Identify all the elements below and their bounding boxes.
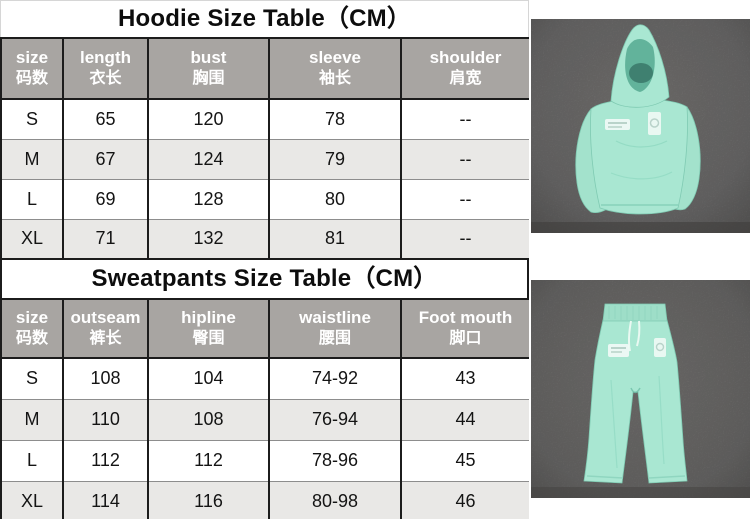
table-cell: 108 (147, 398, 270, 440)
table-cell: -- (400, 138, 531, 179)
table-cell: S (0, 98, 64, 139)
header-waistline: waistline 腰围 (268, 298, 402, 359)
table-cell: -- (400, 178, 531, 219)
table-cell: 44 (400, 398, 531, 440)
table-cell: 78-96 (268, 439, 402, 481)
header-outseam: outseam 裤长 (62, 298, 149, 359)
header-foot-mouth: Foot mouth 脚口 (400, 298, 531, 359)
hoodie-header-row: size 码数 length 衣长 bust 胸围 sleeve 袖长 shoulder… (0, 37, 531, 100)
table-cell: 79 (268, 138, 402, 179)
sweatpants-table-title: Sweatpants Size Table（CM） (0, 260, 529, 298)
header-foot-mouth-zh: 脚口 (449, 330, 482, 347)
table-cell: 112 (62, 439, 149, 481)
header-length-en: length (80, 48, 131, 67)
table-cell: 116 (147, 480, 270, 519)
hoodie-row-l: L 69 128 80 -- (0, 178, 531, 219)
header-size: size 码数 (0, 37, 64, 100)
table-cell: 76-94 (268, 398, 402, 440)
header-bust: bust 胸围 (147, 37, 270, 100)
header-shoulder: shoulder 肩宽 (400, 37, 531, 100)
table-cell: 67 (62, 138, 149, 179)
table-cell: 46 (400, 480, 531, 519)
header-size-en: size (15, 308, 49, 327)
table-cell: 43 (400, 357, 531, 399)
header-bust-zh: 胸围 (192, 70, 225, 87)
hoodie-size-table: size 码数 length 衣长 bust 胸围 sleeve 袖长 shoulder… (0, 37, 531, 260)
table-cell: 78 (268, 98, 402, 139)
table-cell: 112 (147, 439, 270, 481)
header-shoulder-zh: 肩宽 (449, 70, 482, 87)
sweatpants-header-row: size 码数 outseam 裤长 hipline 臀围 waistline 腰围 F… (0, 298, 531, 359)
table-cell: 104 (147, 357, 270, 399)
sweatpants-size-table: size 码数 outseam 裤长 hipline 臀围 waistline 腰围 F… (0, 298, 531, 519)
header-length-zh: 衣长 (89, 70, 122, 87)
table-cell: 69 (62, 178, 149, 219)
table-cell: L (0, 178, 64, 219)
table-cell: L (0, 439, 64, 481)
sweatpants-row-l: L 112 112 78-96 45 (0, 439, 531, 481)
header-bust-en: bust (190, 48, 227, 67)
sweatpants-product-photo (531, 280, 750, 498)
header-foot-mouth-en: Foot mouth (418, 308, 513, 327)
table-cell: 80 (268, 178, 402, 219)
table-cell: 71 (62, 218, 149, 259)
header-sleeve-en: sleeve (309, 48, 361, 67)
table-cell: 128 (147, 178, 270, 219)
table-cell: 74-92 (268, 357, 402, 399)
header-size-zh: 码数 (15, 70, 48, 87)
hoodie-row-m: M 67 124 79 -- (0, 138, 531, 179)
table-cell: 80-98 (268, 480, 402, 519)
sweatpants-row-m: M 110 108 76-94 44 (0, 398, 531, 440)
header-size-zh: 码数 (15, 330, 48, 347)
header-sleeve: sleeve 袖长 (268, 37, 402, 100)
table-cell: 65 (62, 98, 149, 139)
table-cell: XL (0, 480, 64, 519)
header-size: size 码数 (0, 298, 64, 359)
hoodie-row-xl: XL 71 132 81 -- (0, 218, 531, 259)
sweatpants-row-xl: XL 114 116 80-98 46 (0, 480, 531, 519)
header-shoulder-en: shoulder (429, 48, 502, 67)
header-length: length 衣长 (62, 37, 149, 100)
header-outseam-zh: 裤长 (89, 330, 122, 347)
table-cell: S (0, 357, 64, 399)
table-cell: 124 (147, 138, 270, 179)
header-hipline-zh: 臀围 (192, 330, 225, 347)
table-cell: 45 (400, 439, 531, 481)
table-cell: 81 (268, 218, 402, 259)
header-size-en: size (15, 48, 49, 67)
header-outseam-en: outseam (70, 308, 141, 327)
header-waistline-en: waistline (299, 308, 371, 327)
hoodie-product-photo (531, 19, 750, 233)
table-cell: 110 (62, 398, 149, 440)
table-cell: M (0, 138, 64, 179)
header-hipline: hipline 臀围 (147, 298, 270, 359)
hoodie-table-title: Hoodie Size Table（CM） (0, 0, 529, 37)
table-cell: 108 (62, 357, 149, 399)
table-cell: -- (400, 98, 531, 139)
table-cell: 132 (147, 218, 270, 259)
header-waistline-zh: 腰围 (318, 330, 351, 347)
table-cell: 120 (147, 98, 270, 139)
table-cell: -- (400, 218, 531, 259)
table-cell: M (0, 398, 64, 440)
header-hipline-en: hipline (181, 308, 236, 327)
table-cell: 114 (62, 480, 149, 519)
table-cell: XL (0, 218, 64, 259)
header-sleeve-zh: 袖长 (318, 70, 351, 87)
size-tables-panel: Hoodie Size Table（CM） size 码数 length 衣长 bu… (0, 0, 531, 519)
sweatpants-row-s: S 108 104 74-92 43 (0, 357, 531, 399)
hoodie-row-s: S 65 120 78 -- (0, 98, 531, 139)
